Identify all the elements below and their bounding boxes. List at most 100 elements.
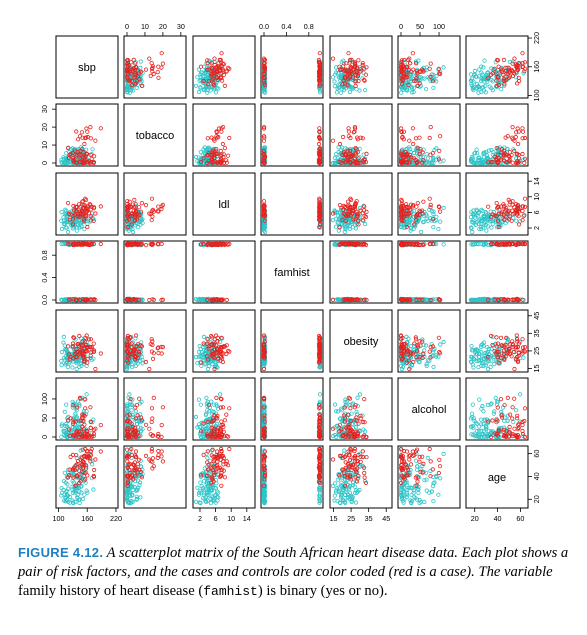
panel-famhist-vs-obesity (329, 240, 393, 304)
case-point (349, 57, 354, 63)
control-point (335, 220, 340, 225)
case-point (138, 69, 143, 75)
case-point (224, 69, 229, 74)
case-point (348, 66, 353, 71)
case-point (316, 71, 322, 76)
case-point (201, 78, 206, 84)
case-point (88, 125, 93, 130)
case-point (345, 71, 350, 76)
case-point (428, 74, 433, 80)
case-point (520, 208, 525, 214)
control-point (468, 72, 474, 77)
case-point (219, 64, 224, 69)
case-point (428, 202, 433, 207)
case-point (520, 151, 525, 157)
control-point (333, 152, 339, 157)
control-point (261, 83, 267, 88)
case-point (516, 61, 521, 66)
case-point (88, 152, 93, 157)
case-point (317, 51, 322, 56)
case-point (522, 160, 527, 166)
panel-frame (260, 172, 324, 236)
control-point (203, 362, 208, 367)
case-point (486, 204, 491, 209)
panel-famhist-vs-famhist: famhist (260, 240, 324, 304)
case-point (70, 151, 75, 156)
control-point (199, 70, 204, 75)
case-point (317, 147, 322, 152)
panel-tobacco-vs-sbp (55, 103, 119, 167)
panel-ldl-vs-alcohol (397, 172, 461, 236)
case-point (133, 74, 138, 80)
control-point (469, 79, 474, 84)
control-point (431, 225, 436, 230)
case-point (414, 76, 419, 81)
control-point (482, 58, 487, 63)
control-point (197, 89, 202, 95)
control-point (417, 78, 422, 83)
case-point (520, 60, 525, 66)
case-point (402, 57, 407, 63)
control-point (197, 343, 202, 349)
control-point (125, 84, 130, 89)
case-point (516, 222, 522, 227)
case-point (520, 64, 525, 70)
case-point (91, 341, 96, 346)
case-point (76, 137, 81, 142)
case-point (348, 64, 353, 70)
panel-frame (329, 240, 393, 304)
case-point (133, 61, 138, 66)
control-point (74, 228, 79, 233)
case-point (358, 69, 363, 74)
case-point (125, 69, 130, 74)
case-point (496, 75, 501, 80)
diagonal-label-tobacco: tobacco (136, 130, 175, 142)
control-point (336, 82, 341, 87)
case-point (209, 157, 215, 163)
control-point (481, 65, 486, 70)
case-point (80, 160, 86, 165)
case-point (80, 135, 85, 140)
case-point (133, 64, 139, 70)
case-point (360, 136, 365, 141)
case-point (342, 160, 348, 165)
case-point (407, 61, 413, 66)
control-point (338, 90, 344, 95)
case-point (317, 83, 323, 89)
case-point (211, 82, 217, 88)
case-point (125, 67, 130, 72)
case-point (510, 125, 515, 130)
control-point (474, 74, 479, 79)
case-point (219, 76, 224, 81)
case-point (316, 157, 321, 163)
case-point (337, 141, 343, 147)
diagonal-label-famhist: famhist (274, 267, 309, 279)
case-point (139, 201, 144, 206)
case-point (362, 157, 367, 163)
case-point (143, 67, 149, 72)
case-point (66, 156, 72, 161)
case-point (345, 82, 350, 88)
control-point (472, 68, 478, 74)
case-point (98, 241, 103, 247)
control-point (521, 71, 526, 76)
control-point (199, 363, 204, 368)
case-point (358, 135, 363, 140)
case-point (317, 153, 323, 158)
case-point (343, 68, 348, 74)
case-point (212, 62, 217, 68)
case-point (417, 69, 422, 74)
panel-frame (260, 35, 324, 99)
case-point (350, 75, 355, 80)
case-point (499, 69, 505, 75)
case-point (510, 61, 515, 66)
panel-frame (123, 103, 187, 167)
case-point (398, 60, 404, 65)
panel-obesity-vs-tobacco (123, 309, 187, 373)
case-point (352, 125, 357, 130)
case-point (224, 160, 229, 165)
control-point (438, 219, 443, 224)
case-point (345, 148, 351, 153)
case-point (209, 135, 214, 140)
control-point (138, 65, 143, 71)
